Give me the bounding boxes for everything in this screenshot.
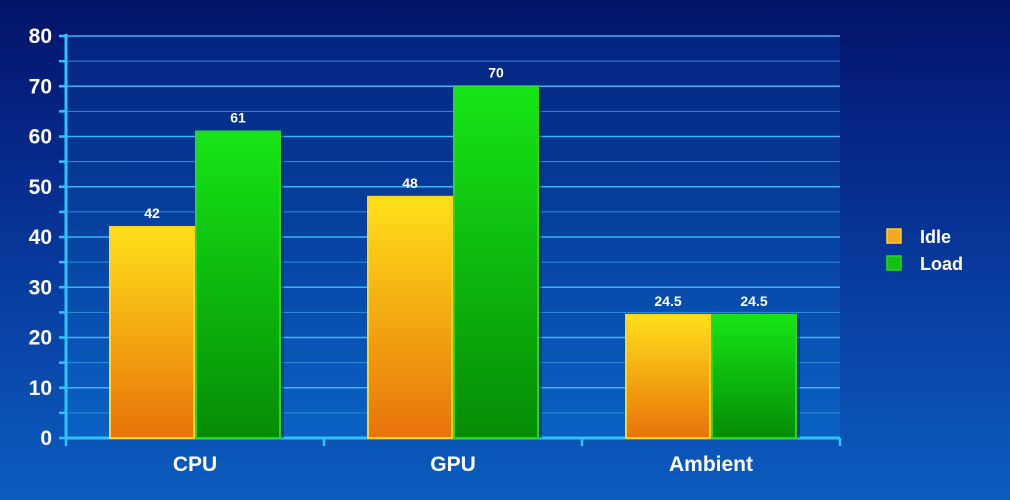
- legend-swatch-idle: [886, 228, 902, 244]
- legend-swatch-load: [886, 255, 902, 271]
- bar-load-cpu: [195, 130, 281, 439]
- y-tick-label: 0: [40, 427, 52, 450]
- bar-load-gpu: [453, 85, 539, 439]
- data-label: 24.5: [740, 293, 767, 309]
- x-tick-label: Ambient: [669, 453, 753, 476]
- bar-idle-cpu: [109, 225, 195, 439]
- x-tick-label: CPU: [173, 453, 217, 476]
- x-tick-label: GPU: [430, 453, 476, 476]
- y-tick-label: 20: [29, 327, 52, 350]
- legend-label-load: Load: [920, 254, 963, 274]
- labels: 0 10 20 30 40 50 60 70 80 CPU 42 61 GPU 48 70 Ambient 24…: [29, 25, 768, 476]
- y-tick-label: 40: [29, 226, 52, 249]
- y-tick-label: 60: [29, 126, 52, 149]
- y-tick-label: 50: [29, 176, 52, 199]
- bar-idle-gpu: [367, 195, 453, 439]
- bars: [109, 85, 800, 440]
- legend-label-idle: Idle: [920, 227, 951, 247]
- bar-load-ambient: [711, 313, 797, 440]
- data-label: 48: [402, 175, 418, 191]
- legend: Idle Load: [886, 227, 963, 274]
- bar-idle-ambient: [625, 313, 711, 440]
- y-tick-label: 10: [29, 377, 52, 400]
- data-label: 24.5: [654, 293, 681, 309]
- data-label: 42: [144, 205, 160, 221]
- y-tick-label: 70: [29, 75, 52, 98]
- y-tick-label: 80: [29, 25, 52, 48]
- data-label: 70: [488, 64, 504, 80]
- data-label: 61: [230, 109, 246, 125]
- y-tick-label: 30: [29, 276, 52, 299]
